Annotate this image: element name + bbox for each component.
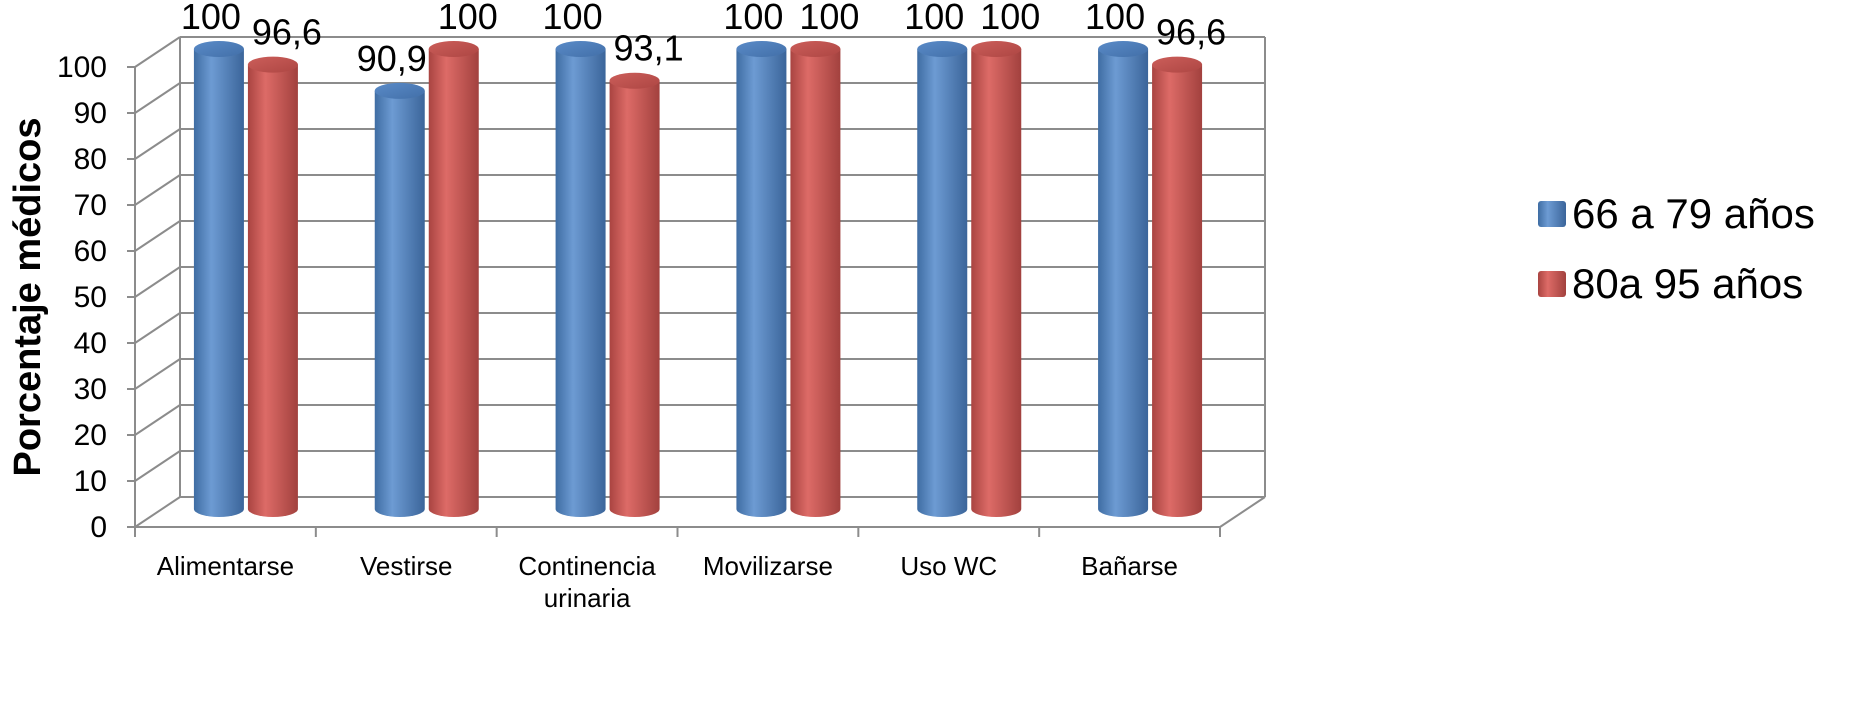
bar-top	[1098, 41, 1149, 57]
side-gridline	[134, 82, 181, 114]
y-tick-label: 80	[74, 143, 107, 176]
legend-swatch	[1538, 201, 1566, 227]
x-tick-label: Movilizarse	[703, 551, 833, 581]
bar-body	[790, 49, 841, 517]
bar-body	[428, 49, 479, 517]
data-label: 100	[904, 0, 964, 37]
y-tick-label: 100	[57, 51, 107, 84]
data-label: 100	[723, 0, 783, 37]
x-tick-label: Uso WC	[900, 551, 997, 581]
bar-body	[374, 90, 425, 518]
legend-item: 66 a 79 años	[1538, 190, 1815, 237]
legend-label: 80a 95 años	[1572, 260, 1803, 307]
bar	[609, 72, 660, 518]
bar	[374, 82, 425, 518]
y-tick-label: 70	[74, 189, 107, 222]
data-label: 93,1	[614, 28, 684, 69]
bar-top	[428, 41, 479, 57]
bar-body	[971, 49, 1022, 517]
side-gridline	[134, 128, 181, 160]
data-label: 96,6	[1156, 12, 1226, 53]
side-gridline	[134, 450, 181, 482]
bar	[971, 41, 1022, 517]
bar-body	[736, 49, 787, 517]
bar	[1152, 56, 1203, 517]
bar-body	[1098, 49, 1149, 517]
floor-right-edge	[1219, 496, 1266, 528]
y-tick-label: 40	[74, 327, 107, 360]
bar	[917, 41, 968, 517]
side-gridline	[134, 312, 181, 344]
x-tick-label: Continencia	[518, 551, 656, 581]
x-tick-label: Bañarse	[1081, 551, 1178, 581]
x-tick-label: urinaria	[544, 583, 631, 613]
bar-top	[790, 41, 841, 57]
bar-top	[193, 41, 244, 57]
bar-top	[736, 41, 787, 57]
bar	[736, 41, 787, 517]
bar-top	[555, 41, 606, 57]
bar-top	[374, 82, 425, 99]
legend-swatch	[1538, 271, 1566, 297]
bar-body	[917, 49, 968, 517]
bar	[790, 41, 841, 517]
y-tick-label: 0	[90, 511, 107, 544]
legend-label: 66 a 79 años	[1572, 190, 1815, 237]
y-tick-label: 30	[74, 373, 107, 406]
bar-body	[247, 64, 298, 517]
data-label: 100	[1085, 0, 1145, 37]
bar-top	[1152, 56, 1203, 73]
side-gridline	[134, 496, 181, 528]
side-gridline	[134, 36, 181, 68]
side-gridline	[134, 220, 181, 252]
bar	[247, 56, 298, 517]
data-label: 96,6	[252, 12, 322, 53]
bar-top	[971, 41, 1022, 57]
bar-body	[555, 49, 606, 517]
side-gridline	[134, 174, 181, 206]
bar	[428, 41, 479, 517]
x-tick-label: Alimentarse	[157, 551, 294, 581]
bar-top	[609, 72, 660, 89]
data-label: 100	[799, 0, 859, 37]
y-tick-label: 10	[74, 465, 107, 498]
bar	[555, 41, 606, 517]
bar-body	[609, 80, 660, 518]
x-tick-label: Vestirse	[360, 551, 453, 581]
y-tick-label: 20	[74, 419, 107, 452]
y-tick-label: 90	[74, 97, 107, 130]
bar-top	[247, 56, 298, 73]
y-tick-label: 60	[74, 235, 107, 268]
y-axis-title: Porcentaje médicos	[7, 117, 49, 476]
legend-item: 80a 95 años	[1538, 260, 1803, 307]
bar-top	[917, 41, 968, 57]
bar	[1098, 41, 1149, 517]
side-gridline	[134, 266, 181, 298]
data-label: 100	[543, 0, 603, 37]
side-gridline	[134, 404, 181, 436]
data-label: 100	[980, 0, 1040, 37]
data-label: 100	[438, 0, 498, 37]
bar	[193, 41, 244, 517]
bar-body	[1152, 64, 1203, 517]
y-tick-label: 50	[74, 281, 107, 314]
bar-body	[193, 49, 244, 517]
data-label: 100	[181, 0, 241, 37]
data-label: 90,9	[357, 38, 427, 79]
side-gridline	[134, 358, 181, 390]
